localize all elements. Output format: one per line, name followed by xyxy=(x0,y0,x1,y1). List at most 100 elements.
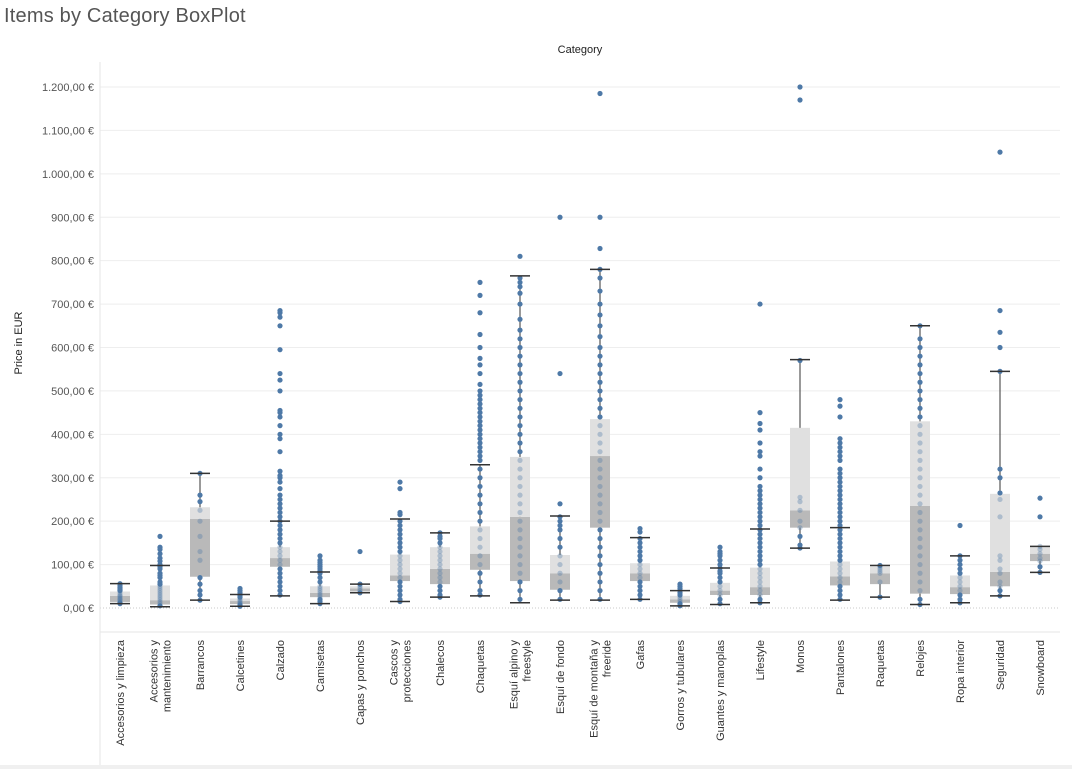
category-group xyxy=(950,522,970,606)
data-point xyxy=(597,475,603,481)
data-point xyxy=(277,566,283,572)
data-point xyxy=(237,595,243,602)
data-point xyxy=(597,466,603,472)
data-point xyxy=(597,596,603,602)
data-point xyxy=(757,420,763,427)
data-point xyxy=(517,362,523,368)
box-upper xyxy=(230,598,250,602)
data-point xyxy=(837,575,843,581)
data-point xyxy=(917,370,923,377)
data-point xyxy=(517,405,523,411)
data-point xyxy=(277,449,283,455)
data-point xyxy=(797,533,803,539)
data-point xyxy=(277,570,283,576)
data-point xyxy=(757,449,763,455)
data-point xyxy=(477,453,483,459)
box-lower xyxy=(910,505,930,594)
data-point xyxy=(517,588,523,594)
data-point xyxy=(517,275,523,281)
data-point xyxy=(597,362,603,368)
data-point xyxy=(477,392,483,398)
data-point xyxy=(757,440,763,446)
data-point xyxy=(517,518,523,524)
data-point xyxy=(837,596,843,602)
data-point xyxy=(117,593,123,599)
data-point xyxy=(637,557,643,563)
data-point xyxy=(517,279,523,285)
data-point xyxy=(837,561,843,568)
box-lower xyxy=(550,573,570,590)
data-point xyxy=(1037,564,1043,570)
data-point xyxy=(517,414,523,420)
data-point xyxy=(517,553,523,559)
data-point xyxy=(757,561,763,568)
data-point xyxy=(837,540,843,546)
data-point xyxy=(757,544,763,550)
data-point xyxy=(277,548,283,555)
data-point xyxy=(317,592,323,598)
box-upper xyxy=(910,421,930,506)
y-tick-label: 1.200,00 € xyxy=(42,82,94,94)
data-point xyxy=(757,540,763,546)
data-point xyxy=(597,275,603,281)
data-point xyxy=(197,592,203,598)
data-point xyxy=(917,457,923,463)
data-point xyxy=(277,423,283,429)
data-point xyxy=(517,579,523,585)
data-point xyxy=(157,592,163,598)
data-point xyxy=(757,592,763,598)
box-upper xyxy=(830,561,850,577)
data-point xyxy=(837,440,843,446)
category-group xyxy=(270,307,290,598)
data-point xyxy=(477,370,483,377)
data-point xyxy=(917,336,923,342)
data-point xyxy=(157,594,163,600)
data-point xyxy=(637,588,643,594)
box-upper xyxy=(430,547,450,569)
data-point xyxy=(957,557,963,563)
data-point xyxy=(637,548,643,555)
data-point xyxy=(997,344,1003,351)
box-upper xyxy=(270,547,290,559)
box-upper xyxy=(510,456,530,517)
data-point xyxy=(477,414,483,420)
data-point xyxy=(397,579,403,585)
category-group xyxy=(830,397,850,602)
data-point xyxy=(517,253,523,259)
box-lower xyxy=(510,516,530,582)
box-upper xyxy=(670,595,690,600)
data-point xyxy=(597,553,603,559)
data-point xyxy=(917,501,923,507)
data-point xyxy=(477,401,483,407)
data-point xyxy=(757,531,763,537)
data-point xyxy=(917,544,923,550)
box-upper xyxy=(990,493,1010,572)
data-point xyxy=(757,570,763,576)
data-point xyxy=(997,496,1003,503)
data-point xyxy=(1037,555,1043,561)
data-point xyxy=(597,423,603,429)
data-point xyxy=(477,492,483,498)
category-label: Calzado xyxy=(275,640,287,680)
data-point xyxy=(597,353,603,359)
data-point xyxy=(757,583,763,589)
data-point xyxy=(277,592,283,598)
data-point xyxy=(997,329,1003,335)
box-upper xyxy=(1030,546,1050,554)
data-point xyxy=(517,475,523,481)
data-point xyxy=(1037,495,1043,501)
category-group xyxy=(110,581,130,607)
data-point xyxy=(997,570,1003,576)
data-point xyxy=(277,377,283,383)
data-point xyxy=(277,514,283,520)
data-point xyxy=(837,531,843,537)
data-point xyxy=(197,518,203,524)
data-point xyxy=(317,583,323,589)
data-point xyxy=(917,362,923,368)
category-label: Esquí de montaña y xyxy=(589,640,601,738)
data-point xyxy=(477,475,483,481)
data-point xyxy=(237,594,243,600)
data-point xyxy=(277,314,283,320)
data-point xyxy=(837,475,843,481)
data-point xyxy=(637,579,643,585)
